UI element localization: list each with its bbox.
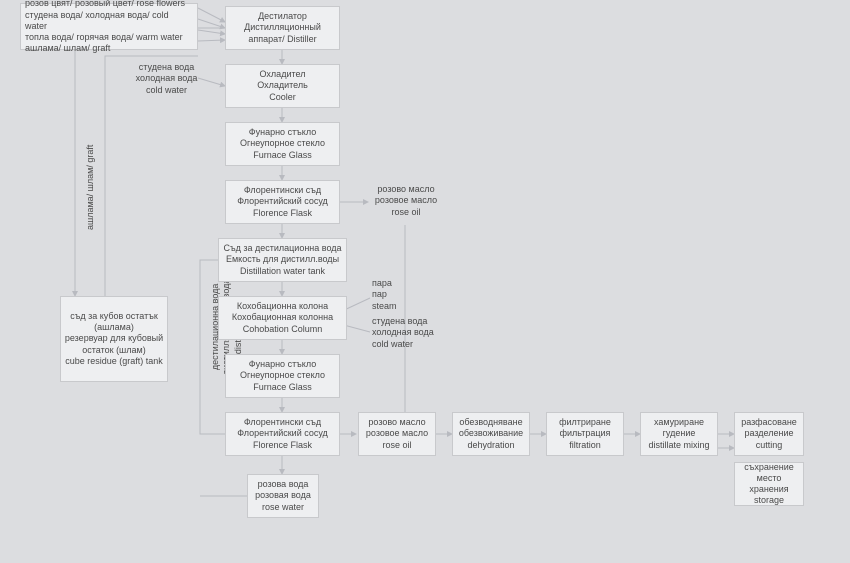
cohobation-node: Кохобационна колонаКохобационная колонна… [218,296,347,340]
input-graft: ашлама/ шлам/ graft [25,43,110,54]
filtration-node: филтриранефильтрацияfiltration [546,412,624,456]
rose-oil2-node: розово маслорозовое маслоrose oil [358,412,436,456]
input-roseflowers: розов цвят/ розовый цвет/ rose flowers [25,0,185,10]
coldwater-to-cooler-label: студена водахолодная водаcold water [135,62,198,96]
furnace2-node: Фунарно стъклоОгнеупорное стеклоFurnace … [225,354,340,398]
connectors-layer [0,0,850,563]
florence2-node: Флорентински съдФлорентийский сосудFlore… [225,412,340,456]
graft-vertical-label: ашлама/ шлам/ graft [85,145,96,230]
rose-oil-side-label: розово маслорозовое маслоrose oil [370,184,442,218]
rosewater-node: розова водарозовая водаrose water [247,474,319,518]
steam-label: парапарsteam [372,278,422,312]
cooler-node: ОхладителОхладительCooler [225,64,340,108]
storage-node: съхранениеместо храненияstorage [734,462,804,506]
input-coldwater: студена вода/ холодная вода/ cold water [25,10,193,33]
distiller-node: ДестилаторДистилляционныйаппарат/ Distil… [225,6,340,50]
dehydration-node: обезводняванеобезвоживаниеdehydration [452,412,530,456]
cutting-node: разфасованеразделениеcutting [734,412,804,456]
cube-tank-node: съд за кубов остатък (ашлама)резервуар д… [60,296,168,382]
input-warmwater: топла вода/ горячая вода/ warm water [25,32,183,43]
florence1-node: Флорентински съдФлорентийский сосудFlore… [225,180,340,224]
coldwater-to-cohob-label: студена водахолодная водаcold water [372,316,444,350]
dwt-node: Съд за дестилационна водаЕмкость для дис… [218,238,347,282]
inputs-box: розов цвят/ розовый цвет/ rose flowers с… [20,3,198,50]
furnace1-node: Фунарно стъклоОгнеупорное стеклоFurnace … [225,122,340,166]
mixing-node: хамуриранегудениеdistillate mixing [640,412,718,456]
